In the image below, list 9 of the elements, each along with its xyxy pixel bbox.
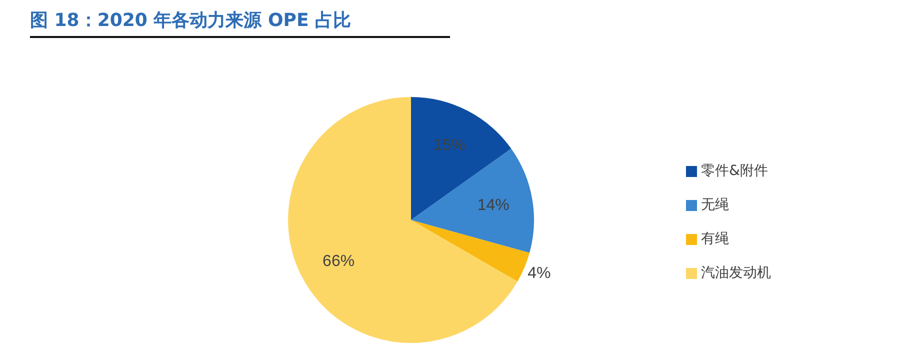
legend-label: 汽油发动机	[701, 264, 771, 282]
legend-label: 零件&附件	[701, 162, 768, 180]
data-label: 14%	[477, 196, 510, 214]
legend-label: 无绳	[701, 196, 729, 214]
data-label: 15%	[433, 137, 466, 154]
legend-label: 有绳	[701, 230, 729, 248]
data-label: 66%	[322, 253, 355, 270]
data-label: 4%	[528, 265, 551, 282]
chart-title: 图 18：2020 年各动力来源 OPE 占比	[30, 8, 450, 38]
